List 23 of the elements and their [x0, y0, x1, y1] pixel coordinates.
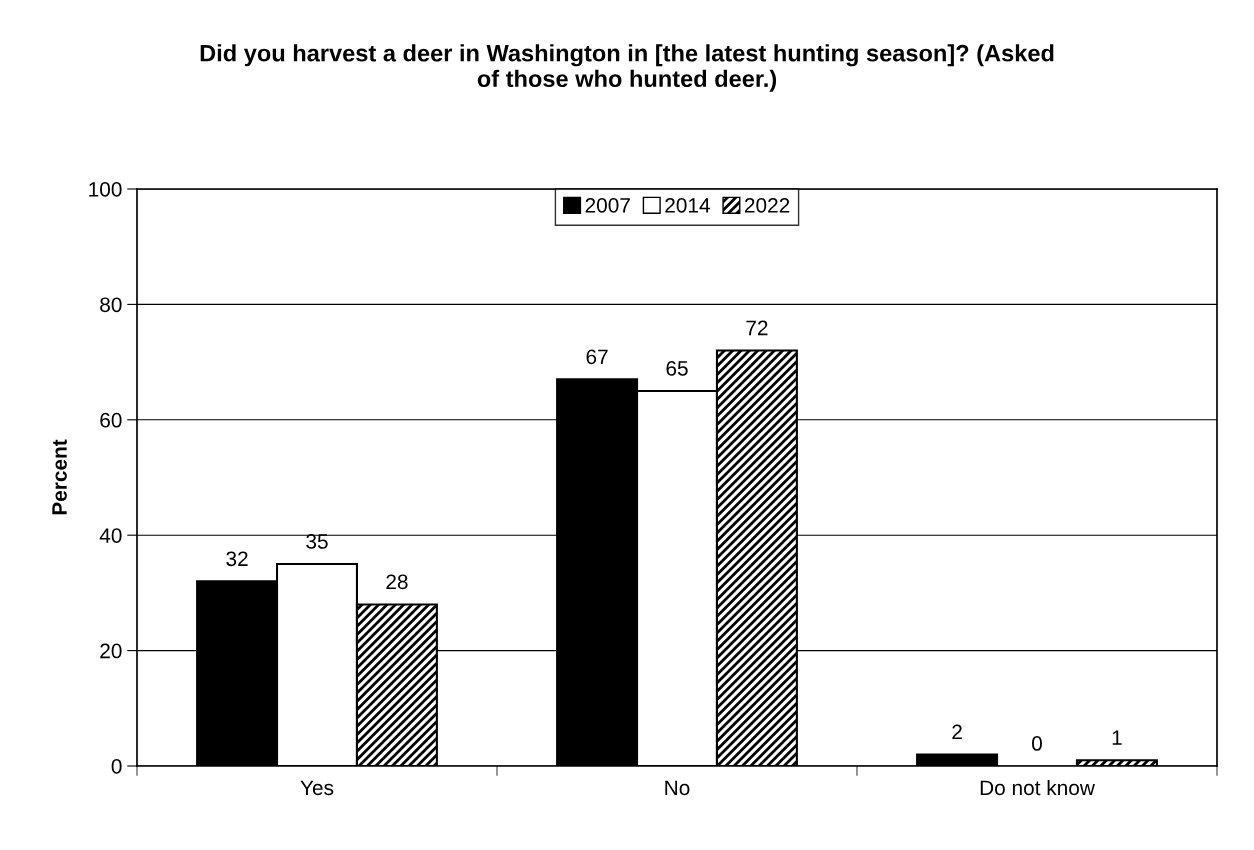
data-label: 35 — [306, 534, 328, 549]
data-label: 28 — [386, 574, 408, 590]
data-label: 32 — [226, 551, 248, 567]
data-label: 67 — [586, 349, 608, 365]
x-tick-label: No — [665, 780, 690, 796]
y-tick-label: 80 — [100, 297, 122, 313]
y-axis-title: Percent — [52, 439, 67, 515]
y-tick-label: 60 — [100, 412, 122, 428]
y-tick-label: 100 — [89, 182, 122, 197]
y-tick-label: 0 — [111, 759, 122, 774]
data-label: 2 — [952, 724, 962, 740]
legend-label: 2014 — [665, 197, 710, 213]
y-tick-label: 20 — [100, 643, 122, 659]
data-label: 72 — [746, 320, 768, 336]
data-label: 0 — [1032, 736, 1042, 751]
chart-title: Did you harvest a deer in Washington in [the latest hunting season]? (Asked of those who hunted deer.) — [200, 44, 1054, 92]
x-tick-label: Do not know — [980, 779, 1095, 796]
legend-label: 2022 — [744, 197, 790, 213]
legend-label: 2007 — [585, 197, 630, 213]
y-tick-label: 40 — [99, 528, 122, 543]
data-label: 65 — [666, 360, 688, 376]
data-label: 1 — [1112, 730, 1122, 745]
x-tick-label: Yes — [300, 780, 334, 796]
